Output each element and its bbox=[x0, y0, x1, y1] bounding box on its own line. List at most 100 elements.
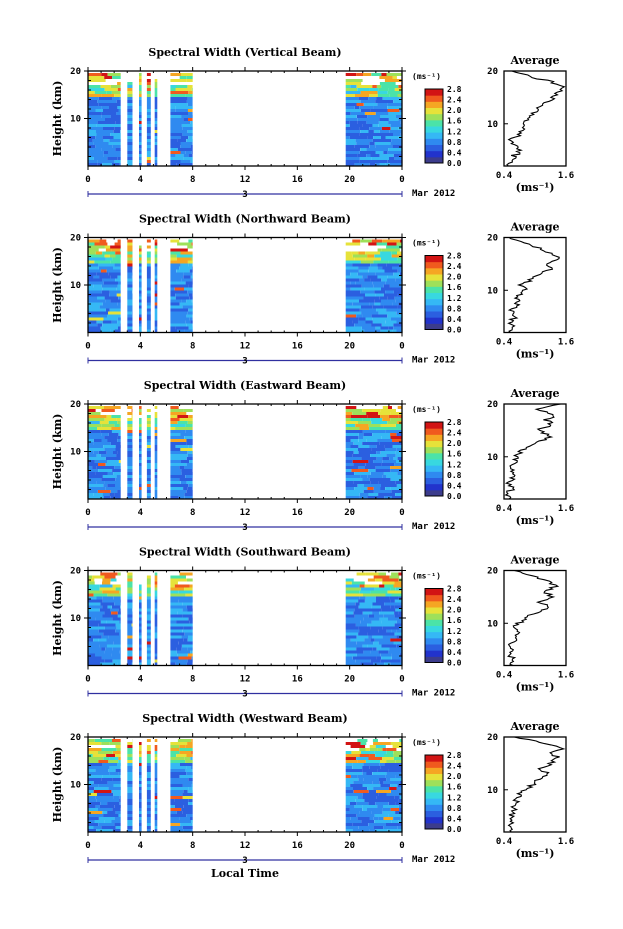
heatmap-cell bbox=[88, 775, 103, 778]
heatmap-cell bbox=[380, 272, 394, 276]
heatmap-cell bbox=[95, 251, 103, 255]
colorbar-tick-label: 2.4 bbox=[447, 429, 462, 438]
heatmap-cell bbox=[120, 605, 121, 609]
heatmap-cell bbox=[358, 448, 372, 451]
heatmap-cell bbox=[154, 439, 158, 442]
heatmap-cell bbox=[112, 751, 121, 754]
heatmap-cell bbox=[154, 329, 158, 333]
heatmap-cell bbox=[345, 814, 357, 817]
heatmap-cell bbox=[367, 275, 378, 279]
heatmap-cell bbox=[345, 605, 359, 609]
heatmap-cell bbox=[93, 442, 106, 445]
heatmap-cell bbox=[170, 112, 188, 115]
heatmap-cell bbox=[175, 293, 180, 297]
heatmap-cell bbox=[154, 112, 158, 115]
heatmap-cell bbox=[170, 656, 179, 660]
heatmap-cell bbox=[345, 317, 359, 321]
heatmap-cell bbox=[370, 418, 383, 421]
heatmap-cell bbox=[376, 457, 383, 460]
heatmap-cell bbox=[109, 293, 117, 297]
heatmap-cell bbox=[88, 608, 100, 612]
heatmap-cell bbox=[103, 139, 110, 142]
heatmap-cell bbox=[377, 263, 387, 267]
heatmap-cell bbox=[391, 656, 402, 660]
avg-y-tick-label: 20 bbox=[487, 67, 498, 77]
heatmap-cell bbox=[106, 620, 120, 624]
heatmap-cell bbox=[154, 451, 158, 454]
heatmap-cell bbox=[345, 109, 361, 112]
heatmap-cell bbox=[345, 787, 353, 790]
heatmap-cell bbox=[146, 623, 151, 627]
heatmap-cell bbox=[105, 299, 111, 303]
heatmap-cell bbox=[99, 305, 111, 309]
heatmap-cell bbox=[154, 808, 158, 811]
colorbar-swatch bbox=[425, 810, 443, 818]
heatmap-cell bbox=[98, 97, 113, 100]
heatmap-cell bbox=[88, 151, 104, 154]
heatmap-cell bbox=[127, 575, 133, 579]
heatmap-cell bbox=[88, 284, 94, 288]
heatmap-cell bbox=[356, 757, 369, 760]
heatmap-cell bbox=[146, 245, 151, 249]
heatmap-cell bbox=[190, 145, 193, 148]
heatmap-cell bbox=[396, 433, 402, 436]
heatmap-cell bbox=[102, 596, 114, 600]
heatmap-cell bbox=[380, 424, 396, 427]
heatmap-cell bbox=[354, 145, 370, 148]
heatmap-cell bbox=[175, 154, 184, 157]
heatmap-cell bbox=[371, 448, 386, 451]
heatmap-cell bbox=[95, 796, 114, 799]
colorbar-swatch bbox=[425, 440, 443, 448]
heatmap-cell bbox=[139, 79, 142, 82]
heatmap-cell bbox=[139, 409, 142, 412]
heatmap-cell bbox=[170, 433, 181, 436]
heatmap-cell bbox=[345, 487, 355, 490]
heatmap-cell bbox=[127, 493, 133, 496]
heatmap-cell bbox=[127, 251, 133, 255]
heatmap-cell bbox=[154, 829, 158, 832]
heatmap-cell bbox=[358, 266, 369, 270]
heatmap-cell bbox=[154, 572, 158, 576]
heatmap-cell bbox=[179, 302, 193, 306]
heatmap-cell bbox=[146, 160, 151, 163]
panel-title: Spectral Width (Westward Beam) bbox=[142, 712, 347, 725]
heatmap-cell bbox=[154, 436, 158, 439]
heatmap-cell bbox=[154, 424, 158, 427]
colorbar-swatch bbox=[425, 594, 443, 602]
heatmap-cell bbox=[170, 275, 184, 279]
heatmap-cell bbox=[146, 823, 151, 826]
heatmap-cell bbox=[383, 151, 388, 154]
heatmap-cell bbox=[397, 251, 402, 255]
heatmap-cell bbox=[127, 805, 133, 808]
heatmap-cell bbox=[139, 647, 142, 651]
heatmap-cell bbox=[127, 308, 133, 312]
heatmap-cell bbox=[186, 314, 193, 318]
heatmap-cell bbox=[374, 614, 384, 618]
heatmap-cell bbox=[146, 151, 151, 154]
heatmap-cell bbox=[146, 251, 151, 255]
heatmap-cell bbox=[345, 772, 363, 775]
heatmap-cell bbox=[139, 266, 142, 270]
heatmap-cell bbox=[127, 406, 133, 409]
heatmap-cell bbox=[127, 748, 133, 751]
heatmap-cell bbox=[127, 121, 133, 124]
heatmap-cell bbox=[398, 85, 402, 88]
heatmap-cell bbox=[363, 617, 380, 621]
heatmap-cell bbox=[127, 478, 132, 481]
heatmap-cell bbox=[380, 329, 393, 333]
heatmap-cell bbox=[183, 118, 188, 121]
heatmap-cell bbox=[387, 151, 402, 154]
heatmap-cell bbox=[146, 106, 151, 109]
avg-x-axis-label: (ms⁻¹) bbox=[516, 514, 555, 527]
heatmap-cell bbox=[192, 662, 193, 666]
heatmap-cell bbox=[120, 130, 121, 133]
average-profile-line bbox=[504, 403, 561, 500]
heatmap-cell bbox=[117, 320, 121, 324]
heatmap-cell bbox=[146, 296, 151, 300]
heatmap-cell bbox=[146, 112, 151, 115]
heatmap-cell bbox=[399, 781, 402, 784]
heatmap-cell bbox=[146, 136, 151, 139]
heatmap-cell bbox=[170, 133, 183, 136]
heatmap-cell bbox=[345, 802, 350, 805]
heatmap-cell bbox=[362, 793, 379, 796]
